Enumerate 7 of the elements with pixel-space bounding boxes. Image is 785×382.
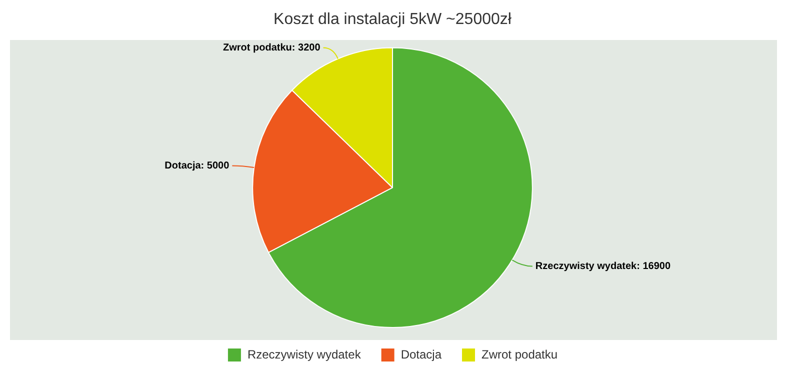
data-label: Rzeczywisty wydatek: 16900 xyxy=(535,261,671,272)
legend-label: Zwrot podatku xyxy=(482,347,558,362)
data-label: Dotacja: 5000 xyxy=(164,160,230,172)
data-label: Zwrot podatku: 3200 xyxy=(223,42,321,54)
legend-label: Rzeczywisty wydatek xyxy=(247,347,362,362)
chart-title: Koszt dla instalacji 5kW ~25000zł xyxy=(274,11,512,28)
legend-label: Dotacja xyxy=(400,347,442,362)
